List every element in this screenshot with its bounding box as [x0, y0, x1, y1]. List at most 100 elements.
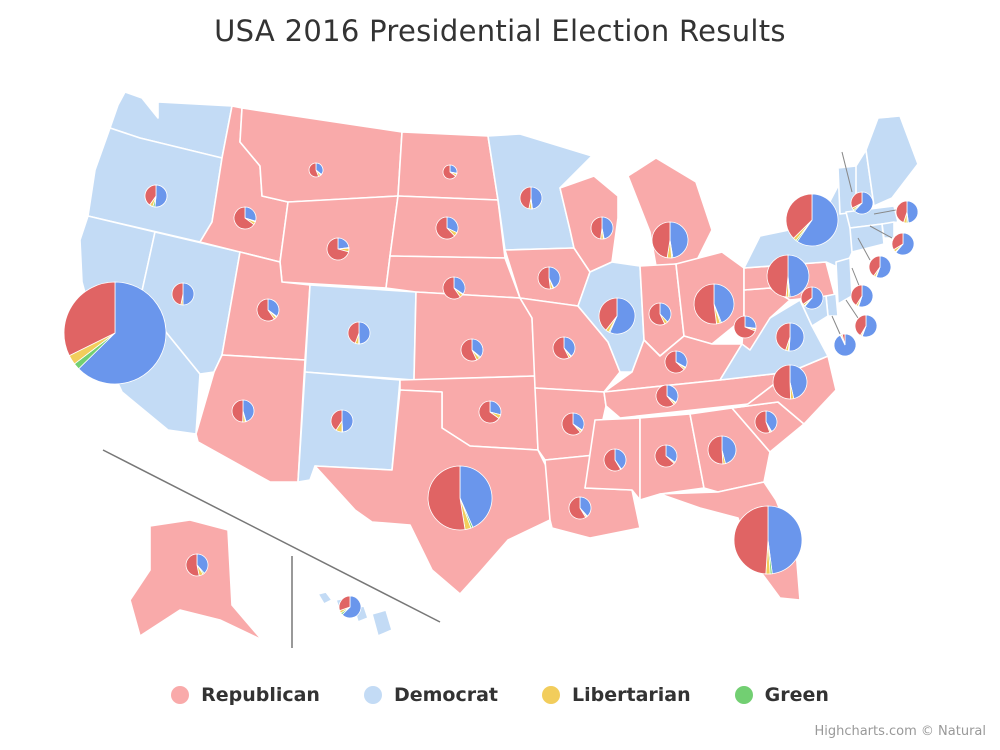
- legend: Republican Democrat Libertarian Green: [0, 684, 1000, 706]
- pie-oregon[interactable]: [144, 184, 168, 208]
- pie-slice-rep: [800, 286, 813, 305]
- pie-maryland[interactable]: [800, 286, 824, 310]
- pie-michigan[interactable]: [651, 221, 689, 259]
- pie-nevada[interactable]: [171, 282, 195, 306]
- pie-louisiana[interactable]: [568, 496, 592, 520]
- pie-hawaii[interactable]: [338, 595, 362, 619]
- legend-label-libertarian: Libertarian: [572, 684, 691, 706]
- pie-vermont[interactable]: [850, 191, 874, 215]
- legend-label-republican: Republican: [201, 684, 320, 706]
- pie-missouri[interactable]: [552, 336, 576, 360]
- pie-slice-dem: [358, 321, 371, 345]
- pie-north-carolina[interactable]: [772, 364, 808, 400]
- pie-mississippi[interactable]: [603, 448, 627, 472]
- pie-slice-dem: [548, 266, 561, 289]
- pie-nebraska[interactable]: [442, 276, 466, 300]
- pie-slice-dem: [446, 216, 459, 234]
- pie-slice-rep: [603, 448, 622, 472]
- pie-slice-rep: [442, 164, 457, 180]
- pie-florida[interactable]: [733, 505, 803, 575]
- pie-arizona[interactable]: [231, 399, 255, 423]
- pie-slice-dem: [242, 399, 255, 423]
- pie-maine[interactable]: [895, 200, 919, 224]
- pie-massachusetts[interactable]: [891, 232, 915, 256]
- pie-slice-dem: [182, 282, 195, 306]
- pie-slice-rep: [707, 435, 724, 465]
- state-alaska[interactable]: [129, 519, 263, 641]
- legend-item-libertarian[interactable]: Libertarian: [542, 684, 691, 706]
- pie-georgia[interactable]: [707, 435, 737, 465]
- pie-wyoming[interactable]: [326, 237, 350, 261]
- pie-slice-rep: [785, 193, 813, 239]
- pie-virginia[interactable]: [775, 322, 805, 352]
- pie-montana[interactable]: [308, 162, 324, 178]
- state-new-jersey[interactable]: [835, 257, 853, 305]
- pie-south-carolina[interactable]: [754, 410, 778, 434]
- state-montana[interactable]: [239, 107, 403, 203]
- pie-new-mexico[interactable]: [330, 409, 354, 433]
- state-maine[interactable]: [865, 115, 919, 207]
- pie-district-of-columbia[interactable]: [833, 333, 857, 357]
- pie-slice-dem: [721, 435, 737, 465]
- pie-new-jersey[interactable]: [854, 314, 878, 338]
- legend-marker-democrat: [363, 686, 382, 704]
- state-michigan[interactable]: [627, 157, 713, 267]
- pie-connecticut[interactable]: [850, 284, 874, 308]
- pie-alaska[interactable]: [185, 553, 209, 577]
- pie-minnesota[interactable]: [519, 186, 543, 210]
- pie-colorado[interactable]: [347, 321, 371, 345]
- pie-slice-rep: [519, 186, 532, 210]
- pie-indiana[interactable]: [648, 302, 672, 326]
- pie-arkansas[interactable]: [561, 412, 585, 436]
- pie-illinois[interactable]: [598, 297, 636, 335]
- pie-ohio[interactable]: [693, 283, 735, 325]
- pie-slice-dem: [614, 448, 627, 470]
- legend-item-democrat[interactable]: Democrat: [363, 684, 499, 706]
- pie-slice-dem: [804, 286, 824, 310]
- pie-alabama[interactable]: [654, 444, 678, 468]
- pie-new-york[interactable]: [785, 193, 839, 247]
- pie-texas[interactable]: [427, 465, 493, 531]
- pie-california[interactable]: [63, 281, 167, 385]
- pie-slice-rep: [435, 216, 456, 240]
- pie-oklahoma[interactable]: [478, 400, 502, 424]
- pie-slice-dem: [267, 298, 280, 318]
- credits-link[interactable]: Highcharts.com © Natural: [814, 724, 986, 739]
- pie-slice-dem: [572, 412, 585, 431]
- pie-slice-rep: [651, 221, 671, 259]
- connectors-layer: [831, 151, 897, 335]
- pie-iowa[interactable]: [537, 266, 561, 290]
- state-connecticut[interactable]: [849, 223, 885, 253]
- pie-pennsylvania[interactable]: [766, 254, 810, 298]
- pie-slice-rep: [664, 350, 685, 374]
- pie-slice-rep: [478, 400, 500, 424]
- legend-item-green[interactable]: Green: [734, 684, 829, 706]
- legend-item-republican[interactable]: Republican: [171, 684, 320, 706]
- legend-label-democrat: Democrat: [393, 684, 499, 706]
- pie-slice-dem: [895, 232, 915, 256]
- pie-slice-rep: [598, 297, 618, 331]
- pie-slice-rep: [338, 595, 351, 612]
- state-kansas[interactable]: [413, 291, 536, 381]
- pie-slice-dem: [341, 595, 362, 619]
- pie-south-dakota[interactable]: [435, 216, 459, 240]
- pie-slice-rep: [754, 410, 771, 434]
- pie-wisconsin[interactable]: [590, 216, 614, 240]
- pie-west-virginia[interactable]: [733, 315, 757, 339]
- pie-slice-rep: [427, 465, 466, 531]
- pie-slice-dem: [796, 193, 839, 247]
- pie-slice-rep: [144, 184, 157, 206]
- pie-idaho[interactable]: [233, 206, 257, 230]
- legend-marker-green: [734, 686, 753, 704]
- pie-kansas[interactable]: [460, 338, 484, 362]
- pie-tennessee[interactable]: [655, 384, 679, 408]
- pie-utah[interactable]: [256, 298, 280, 322]
- pie-rhode-island[interactable]: [868, 255, 892, 279]
- legend-marker-republican: [171, 686, 190, 704]
- pie-north-dakota[interactable]: [442, 164, 458, 180]
- pie-slice-rep: [330, 409, 343, 431]
- pie-slice-rep: [326, 237, 350, 261]
- pie-slice-rep: [772, 364, 791, 400]
- pie-kentucky[interactable]: [664, 350, 688, 374]
- pie-slice-dem: [78, 281, 167, 385]
